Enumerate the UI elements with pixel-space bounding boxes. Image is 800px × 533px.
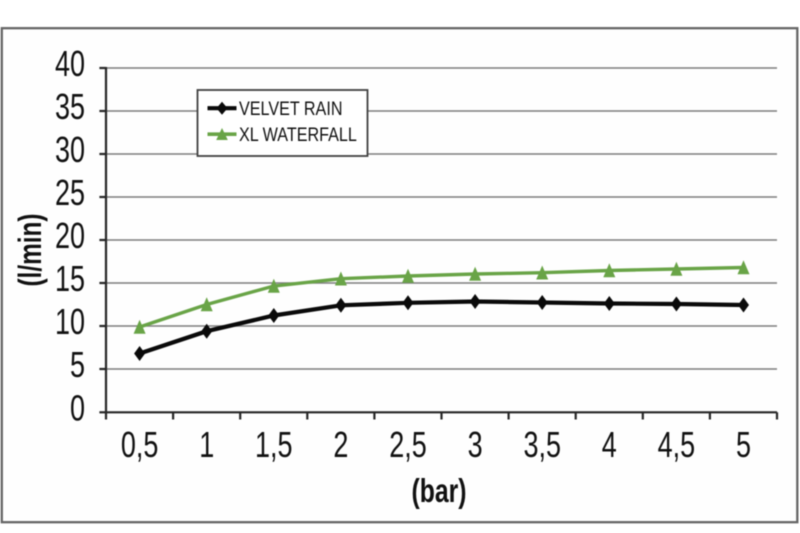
- svg-text:20: 20: [55, 215, 85, 256]
- svg-text:2: 2: [333, 424, 348, 465]
- svg-text:25: 25: [55, 172, 85, 213]
- svg-text:30: 30: [55, 129, 85, 170]
- svg-text:15: 15: [55, 258, 85, 299]
- svg-text:4,5: 4,5: [658, 424, 696, 465]
- svg-text:(bar): (bar): [412, 474, 467, 510]
- svg-text:2,5: 2,5: [389, 424, 427, 465]
- svg-text:5: 5: [736, 424, 751, 465]
- svg-text:1: 1: [199, 424, 214, 465]
- svg-text:40: 40: [55, 43, 85, 84]
- svg-text:XL WATERFALL: XL WATERFALL: [239, 124, 357, 146]
- svg-text:5: 5: [70, 344, 85, 385]
- svg-text:(l/min): (l/min): [13, 213, 49, 286]
- svg-text:10: 10: [55, 301, 85, 342]
- svg-text:0: 0: [70, 387, 85, 428]
- svg-text:3: 3: [468, 424, 483, 465]
- svg-text:VELVET RAIN: VELVET RAIN: [239, 98, 342, 120]
- svg-text:4: 4: [602, 424, 617, 465]
- svg-text:0,5: 0,5: [121, 424, 159, 465]
- svg-text:3,5: 3,5: [523, 424, 561, 465]
- svg-text:1,5: 1,5: [255, 424, 293, 465]
- svg-text:35: 35: [55, 86, 85, 127]
